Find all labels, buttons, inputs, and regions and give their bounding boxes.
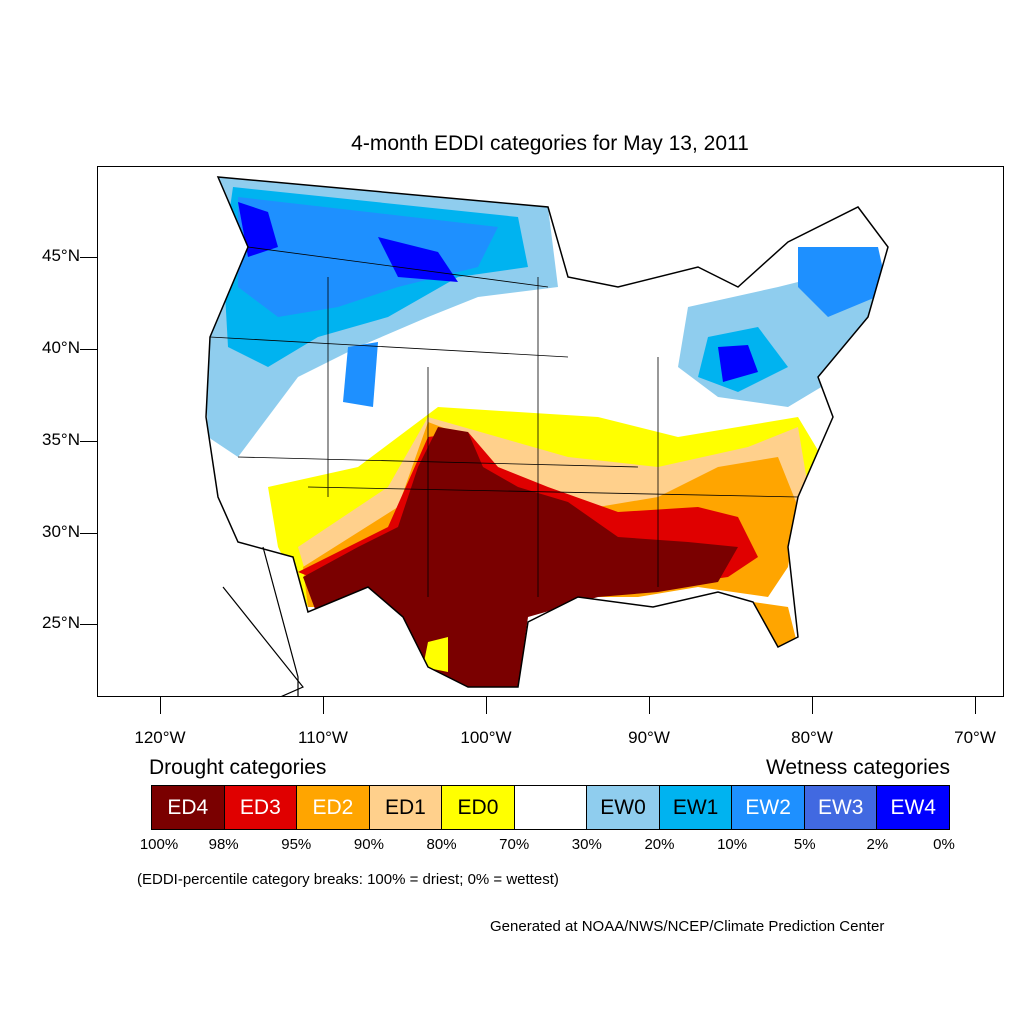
lat-tick [80, 533, 97, 534]
lat-tick [80, 257, 97, 258]
map-canvas [205, 176, 889, 696]
lon-label-120: 120°W [134, 728, 186, 747]
percentile-label: 10% [717, 836, 748, 853]
legend-cell-ed3: ED3 [224, 786, 298, 829]
category-note: (EDDI-percentile category breaks: 100% =… [137, 871, 559, 888]
legend-cell-ed0: ED0 [442, 786, 515, 829]
legend-cell-ed4: ED4 [152, 786, 225, 829]
percentile-label: 30% [571, 836, 602, 853]
lon-label-110: 110°W [298, 728, 348, 747]
lat-label-30: 30°N [42, 522, 80, 541]
percentile-label: 98% [208, 836, 239, 853]
lon-label-90: 90°W [628, 728, 670, 747]
lat-label-35: 35°N [42, 430, 80, 449]
wetness-heading: Wetness categories [765, 756, 950, 779]
eddi-map [97, 166, 1004, 697]
map-title: 4-month EDDI categories for May 13, 2011 [351, 132, 749, 155]
lon-tick [323, 697, 324, 714]
legend-cell-ew0: EW0 [587, 786, 660, 829]
drought-heading: Drought categories [149, 756, 327, 779]
lon-tick [812, 697, 813, 714]
lon-tick [486, 697, 487, 714]
lat-tick [80, 441, 97, 442]
legend-cell-ew1: EW1 [659, 786, 733, 829]
lat-tick [80, 624, 97, 625]
legend-cell-ed1: ED1 [369, 786, 443, 829]
percentile-label: 70% [499, 836, 530, 853]
percentile-label: 95% [281, 836, 312, 853]
lon-label-70: 70°W [954, 728, 996, 747]
lon-label-100: 100°W [460, 728, 512, 747]
legend-cell-ew4: EW4 [877, 786, 950, 829]
percentile-label: 90% [353, 836, 384, 853]
percentile-label: 20% [644, 836, 675, 853]
percentile-label: 2% [866, 836, 889, 853]
legend-cell-ew2: EW2 [732, 786, 805, 829]
legend-cell-ew3: EW3 [804, 786, 878, 829]
percentile-label: 80% [426, 836, 457, 853]
legend-colorbar: ED4 ED3 ED2 ED1 ED0 EW0 EW1 EW2 EW3 EW4 [151, 785, 950, 830]
percentile-label: 5% [793, 836, 816, 853]
lon-tick [649, 697, 650, 714]
lon-tick [975, 697, 976, 714]
credit-text: Generated at NOAA/NWS/NCEP/Climate Predi… [490, 918, 885, 935]
lon-tick [160, 697, 161, 714]
legend-cell-ed2: ED2 [297, 786, 370, 829]
lon-label-80: 80°W [791, 728, 833, 747]
lat-label-45: 45°N [42, 246, 80, 265]
lat-label-25: 25°N [42, 613, 80, 632]
percentile-label: 0% [933, 836, 955, 853]
lat-label-40: 40°N [42, 338, 80, 357]
percentile-label: 100% [139, 836, 179, 853]
lat-tick [80, 349, 97, 350]
legend-cell-neutral [514, 786, 588, 829]
eddi-fill [206, 177, 888, 687]
